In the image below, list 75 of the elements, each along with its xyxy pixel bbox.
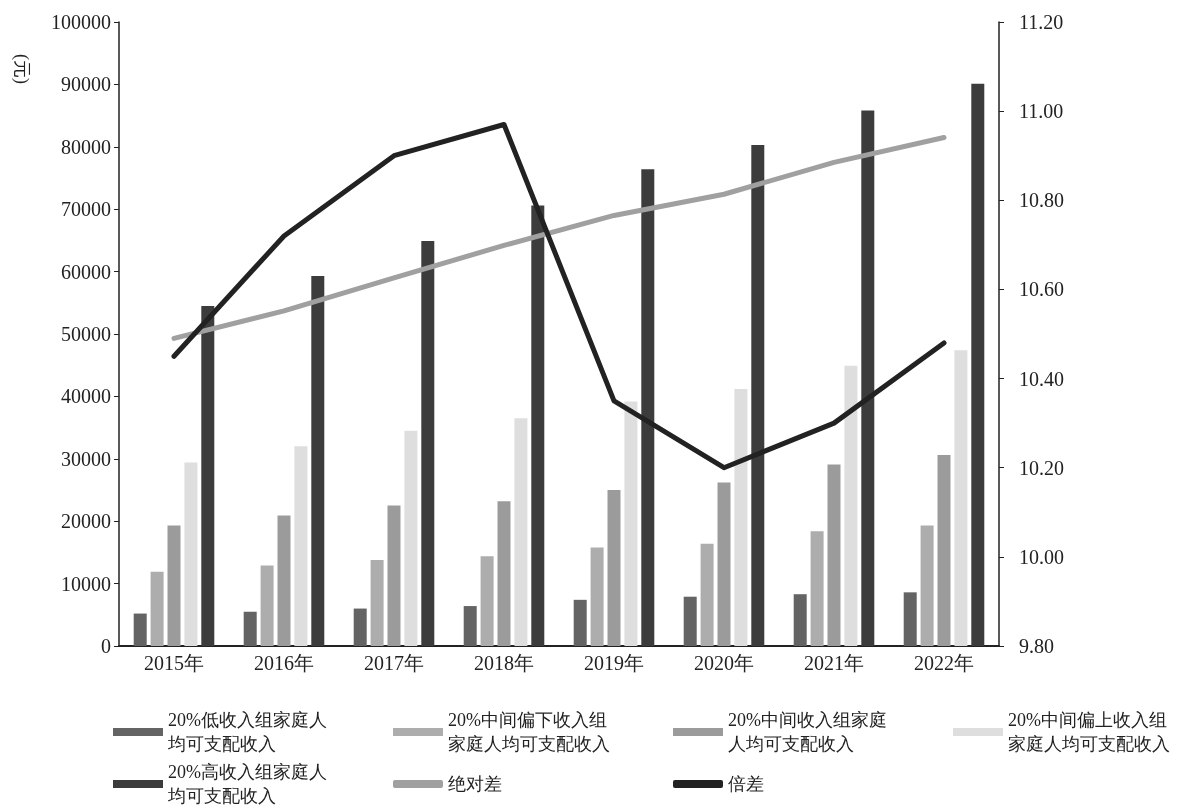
x-tick-label: 2017年 bbox=[364, 652, 424, 674]
bar bbox=[421, 241, 435, 646]
bar bbox=[370, 559, 384, 646]
bar bbox=[167, 525, 181, 646]
y2-tick-label: 11.00 bbox=[1019, 100, 1064, 123]
bar bbox=[624, 401, 638, 646]
y-tick-label: 90000 bbox=[61, 73, 111, 96]
bar bbox=[201, 305, 215, 646]
bar bbox=[937, 455, 951, 646]
y-tick-label: 10000 bbox=[61, 572, 111, 595]
bar bbox=[243, 611, 257, 646]
bar bbox=[133, 613, 147, 646]
legend-label: 绝对差 bbox=[448, 774, 502, 794]
y-tick-label: 0 bbox=[101, 635, 111, 657]
bar bbox=[260, 565, 274, 646]
bar bbox=[920, 525, 934, 646]
bar bbox=[751, 144, 765, 646]
bar bbox=[480, 556, 494, 646]
bar bbox=[717, 482, 731, 646]
bar bbox=[531, 205, 545, 646]
legend-label: 20%中间偏下收入组家庭人均可支配收入 bbox=[448, 710, 610, 754]
bar bbox=[590, 547, 604, 646]
bar bbox=[463, 606, 477, 646]
x-tick-label: 2018年 bbox=[474, 652, 534, 674]
bar bbox=[311, 275, 325, 646]
legend-label: 20%中间收入组家庭人均可支配收入 bbox=[728, 710, 887, 754]
legend-label: 20%中间偏上收入组家庭人均可支配收入 bbox=[1008, 710, 1170, 754]
bar bbox=[607, 490, 621, 646]
bar bbox=[641, 169, 655, 646]
bar bbox=[793, 594, 807, 646]
y2-tick-label: 10.40 bbox=[1019, 367, 1064, 390]
bar bbox=[954, 350, 968, 646]
y-tick-label: 30000 bbox=[61, 447, 111, 470]
y-tick-label: 40000 bbox=[61, 385, 111, 408]
y-tick-label: 100000 bbox=[51, 11, 111, 33]
bar bbox=[294, 446, 308, 646]
bar bbox=[497, 501, 511, 646]
bar bbox=[861, 110, 875, 646]
y-tick-label: 70000 bbox=[61, 198, 111, 221]
bar bbox=[700, 543, 714, 646]
y-axis-title: (元) bbox=[11, 54, 32, 84]
y2-tick-label: 9.80 bbox=[1019, 635, 1054, 657]
x-tick-label: 2015年 bbox=[144, 652, 204, 674]
x-tick-label: 2019年 bbox=[584, 652, 644, 674]
bar bbox=[903, 592, 917, 646]
legend-label: 20%高收入组家庭人均可支配收入 bbox=[167, 762, 327, 805]
y-tick-label: 50000 bbox=[61, 323, 111, 345]
y-tick-label: 60000 bbox=[61, 260, 111, 283]
y2-tick-label: 10.80 bbox=[1019, 189, 1064, 212]
bar bbox=[810, 531, 824, 646]
bar bbox=[184, 462, 198, 646]
bar bbox=[277, 515, 291, 646]
bar bbox=[683, 596, 697, 646]
bar bbox=[971, 83, 985, 646]
bar bbox=[387, 505, 401, 646]
y2-tick-label: 10.20 bbox=[1019, 456, 1064, 479]
bar bbox=[844, 365, 858, 646]
bar bbox=[404, 430, 418, 646]
legend-label: 倍差 bbox=[728, 774, 764, 794]
x-tick-label: 2022年 bbox=[914, 652, 974, 674]
y-tick-label: 80000 bbox=[61, 135, 111, 158]
legend-label: 20%低收入组家庭人均可支配收入 bbox=[167, 710, 327, 754]
y2-tick-label: 10.60 bbox=[1019, 278, 1064, 301]
x-tick-label: 2021年 bbox=[804, 652, 864, 674]
y-tick-label: 20000 bbox=[61, 510, 111, 533]
bar bbox=[573, 599, 587, 646]
y2-tick-label: 10.00 bbox=[1019, 545, 1064, 568]
bar bbox=[734, 388, 748, 646]
x-tick-label: 2020年 bbox=[694, 652, 754, 674]
bar bbox=[514, 418, 528, 646]
y2-tick-label: 11.20 bbox=[1019, 11, 1064, 33]
bar bbox=[150, 571, 164, 646]
bar bbox=[827, 464, 841, 646]
bar bbox=[353, 608, 367, 646]
x-tick-label: 2016年 bbox=[254, 652, 314, 674]
